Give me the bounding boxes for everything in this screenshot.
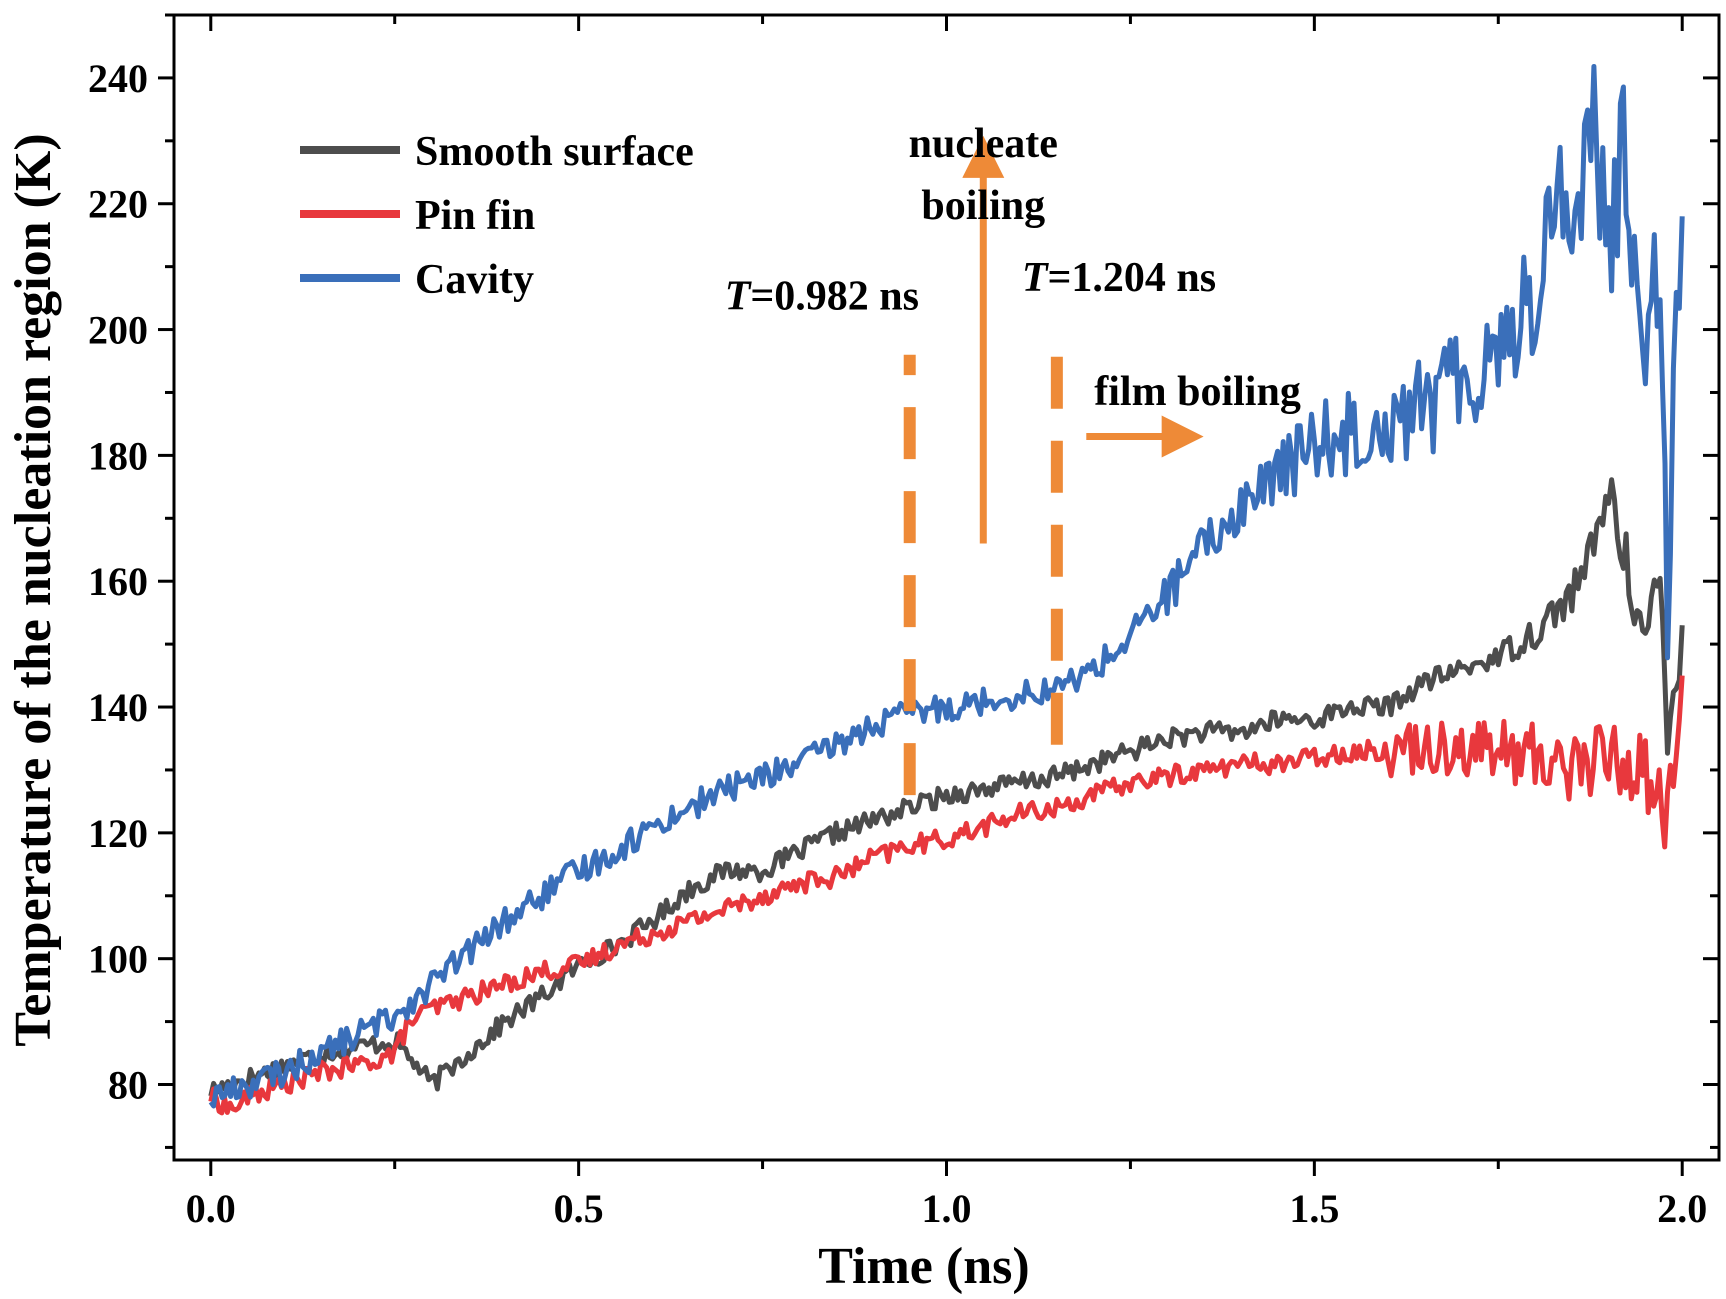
y-tick-label: 220	[88, 182, 148, 227]
x-tick-label: 2.0	[1657, 1186, 1707, 1231]
legend-label: Cavity	[415, 257, 534, 303]
time-annotation-symbol: T	[725, 274, 753, 320]
legend-label: Smooth surface	[415, 129, 694, 175]
time-annotation-symbol: T	[1022, 255, 1050, 301]
y-tick-label: 140	[88, 685, 148, 730]
y-tick-label: 160	[88, 559, 148, 604]
x-tick-label: 1.5	[1289, 1186, 1339, 1231]
legend-label: Pin fin	[415, 193, 535, 239]
time-annotation: T=1.204 ns	[1022, 255, 1216, 301]
x-tick-label: 0.5	[554, 1186, 604, 1231]
y-tick-label: 200	[88, 308, 148, 353]
series-line-cavity	[208, 64, 1685, 1109]
film-boiling-label: film boiling	[1094, 369, 1301, 415]
nucleate-boiling-label: boiling	[921, 183, 1045, 229]
y-tick-label: 180	[88, 433, 148, 478]
y-tick-label: 240	[88, 56, 148, 101]
y-axis-title: Temperature of the nucleation region (K)	[5, 133, 62, 1046]
x-axis: 0.0 0.5 1.0 1.5 2.0	[186, 15, 1707, 1231]
y-tick-label: 80	[108, 1063, 148, 1108]
y-tick-label: 120	[88, 811, 148, 856]
series-layer	[208, 64, 1685, 1116]
nucleate-boiling-label: nucleate	[909, 121, 1058, 167]
series-line-pin-fin	[208, 675, 1685, 1116]
y-axis: 80 100 120 140 160 180 200 220 240	[88, 13, 1719, 1149]
series-line-smooth-surface	[208, 477, 1685, 1097]
x-tick-label: 1.0	[922, 1186, 972, 1231]
annotation-layer: T=0.982 ns T=1.204 nsnucleateboilingfilm …	[725, 121, 1301, 796]
time-annotation: T=0.982 ns	[725, 274, 919, 320]
time-annotation-value: =1.204 ns	[1048, 255, 1217, 301]
x-axis-title: Time (ns)	[818, 1238, 1029, 1295]
x-tick-label: 0.0	[186, 1186, 236, 1231]
y-tick-label: 100	[88, 937, 148, 982]
time-annotation-value: =0.982 ns	[750, 274, 919, 320]
legend: Smooth surface Pin fin Cavity	[300, 129, 694, 303]
